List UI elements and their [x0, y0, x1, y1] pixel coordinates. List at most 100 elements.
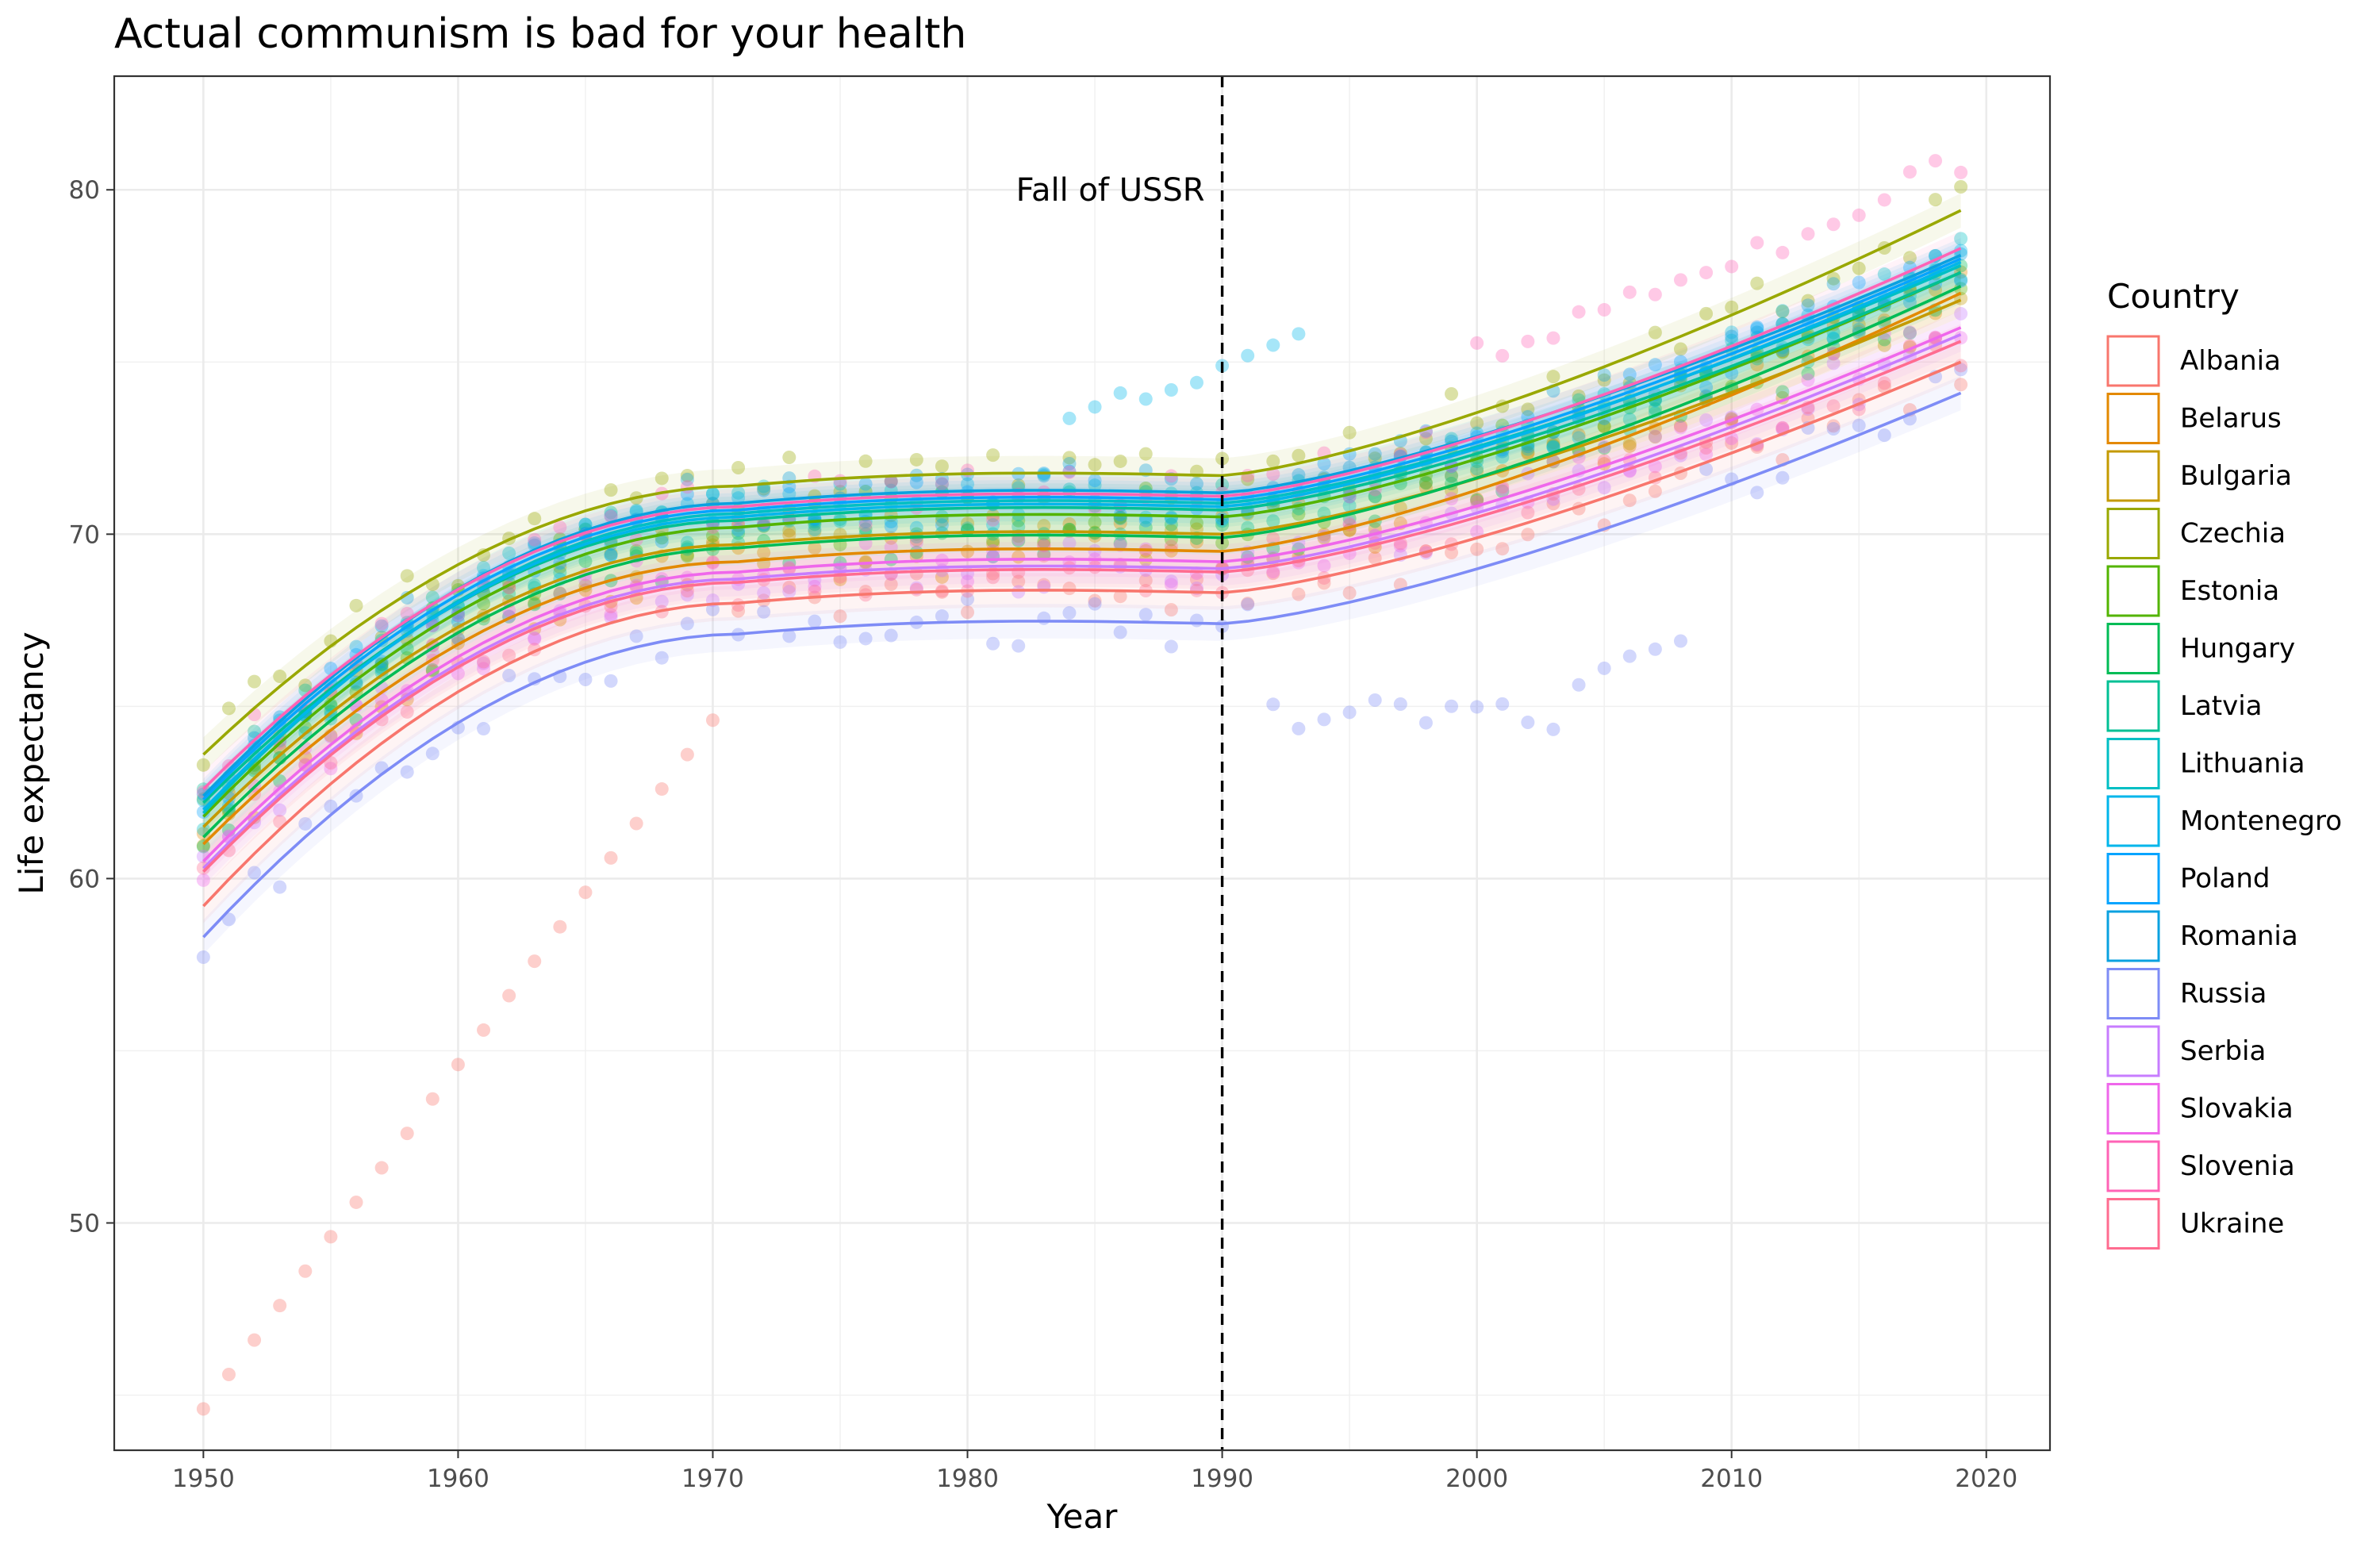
- point-bulgaria: [1622, 436, 1637, 451]
- point-slovenia: [1826, 217, 1841, 232]
- point-albania: [1241, 597, 1255, 611]
- point-bulgaria: [782, 524, 797, 538]
- point-russia: [1648, 642, 1662, 656]
- point-lithuania: [935, 477, 949, 491]
- point-bulgaria: [1597, 419, 1611, 433]
- point-russia: [1572, 678, 1586, 692]
- legend-label-ukraine: Ukraine: [2180, 1208, 2284, 1240]
- point-latvia: [1062, 485, 1077, 499]
- point-slovenia: [1775, 245, 1790, 259]
- legend-key-slovakia: [2106, 1083, 2160, 1134]
- legend-label-estonia: Estonia: [2180, 575, 2279, 607]
- point-czechia: [1012, 478, 1026, 493]
- point-czechia: [909, 452, 923, 466]
- point-montenegro: [1750, 321, 1764, 336]
- point-russia: [1445, 699, 1459, 713]
- point-russia: [298, 816, 313, 831]
- point-slovenia: [1699, 266, 1714, 280]
- point-montenegro: [909, 520, 923, 535]
- point-serbia: [273, 803, 287, 817]
- point-czechia: [1342, 425, 1357, 440]
- point-ukraine: [1189, 583, 1203, 597]
- point-romania: [1801, 298, 1815, 313]
- point-russia: [324, 799, 338, 813]
- point-albania: [1138, 574, 1153, 588]
- point-poland: [1852, 275, 1866, 290]
- point-russia: [1750, 486, 1764, 500]
- point-serbia: [884, 567, 898, 582]
- point-czechia: [221, 701, 236, 716]
- legend-key-serbia: [2106, 1025, 2160, 1077]
- fall-of-ussr-label: Fall of USSR: [1016, 172, 1205, 209]
- legend-key-lithuania: [2106, 738, 2160, 789]
- point-montenegro: [1138, 392, 1153, 406]
- point-albania: [1368, 551, 1382, 566]
- point-czechia: [1572, 389, 1586, 403]
- point-slovakia: [909, 536, 923, 550]
- point-latvia: [553, 566, 567, 580]
- ribbon-romania: [203, 238, 1961, 813]
- point-belarus: [1062, 516, 1077, 531]
- point-belarus: [986, 536, 1000, 551]
- point-estonia: [1292, 507, 1306, 521]
- smooth-line-slovenia: [202, 247, 1962, 790]
- point-poland: [858, 477, 873, 491]
- point-romania: [400, 590, 414, 605]
- point-albania: [1189, 572, 1203, 586]
- legend-label-serbia: Serbia: [2180, 1035, 2266, 1067]
- point-czechia: [1750, 276, 1764, 290]
- point-albania: [961, 605, 975, 620]
- point-belarus: [782, 528, 797, 543]
- point-poland: [654, 535, 669, 549]
- point-romania: [884, 474, 898, 489]
- point-belarus: [808, 541, 822, 555]
- point-slovakia: [324, 762, 338, 776]
- point-montenegro: [782, 486, 797, 501]
- chart-title: Actual communism is bad for your health: [114, 10, 966, 58]
- x-axis-title: Year: [1046, 1497, 1119, 1536]
- smooth-line-albania: [202, 360, 1962, 908]
- smooth-line-czechia: [202, 209, 1962, 756]
- point-russia: [1088, 597, 1102, 611]
- point-latvia: [502, 586, 516, 601]
- point-albania: [1470, 542, 1484, 556]
- legend-label-montenegro: Montenegro: [2180, 805, 2342, 837]
- point-estonia: [1037, 535, 1051, 549]
- point-belarus: [1113, 516, 1127, 530]
- point-albania: [374, 1161, 389, 1175]
- legend-label-russia: Russia: [2180, 978, 2267, 1010]
- point-russia: [884, 628, 898, 643]
- point-slovakia: [528, 632, 542, 646]
- point-czechia: [528, 512, 542, 526]
- point-poland: [1750, 320, 1764, 334]
- point-serbia: [680, 588, 694, 602]
- point-hungary: [1877, 332, 1891, 347]
- point-hungary: [1113, 536, 1127, 551]
- point-montenegro: [1241, 348, 1255, 363]
- y-axis-title: Life expectancy: [12, 632, 51, 894]
- point-russia: [1241, 597, 1255, 612]
- point-montenegro: [349, 639, 363, 654]
- point-albania: [1877, 380, 1891, 394]
- legend-key-ukraine: [2106, 1198, 2160, 1250]
- point-slovakia: [604, 608, 618, 622]
- point-albania: [1317, 576, 1331, 590]
- point-czechia: [935, 459, 949, 474]
- point-slovakia: [1189, 566, 1203, 581]
- point-czechia: [1113, 454, 1127, 468]
- point-slovenia: [1852, 208, 1866, 222]
- point-latvia: [1012, 520, 1026, 534]
- point-czechia: [1597, 373, 1611, 387]
- point-montenegro: [1037, 492, 1051, 506]
- point-bulgaria: [1470, 464, 1484, 478]
- point-slovakia: [1317, 559, 1331, 573]
- point-ukraine: [1954, 359, 1968, 373]
- point-belarus: [1470, 492, 1484, 506]
- legend-label-lithuania: Lithuania: [2180, 748, 2305, 780]
- point-russia: [1189, 613, 1203, 628]
- point-ukraine: [1062, 561, 1077, 575]
- point-slovenia: [858, 518, 873, 532]
- point-belarus: [961, 544, 975, 559]
- smooth-line-montenegro: [202, 260, 1962, 811]
- point-montenegro: [1725, 325, 1739, 340]
